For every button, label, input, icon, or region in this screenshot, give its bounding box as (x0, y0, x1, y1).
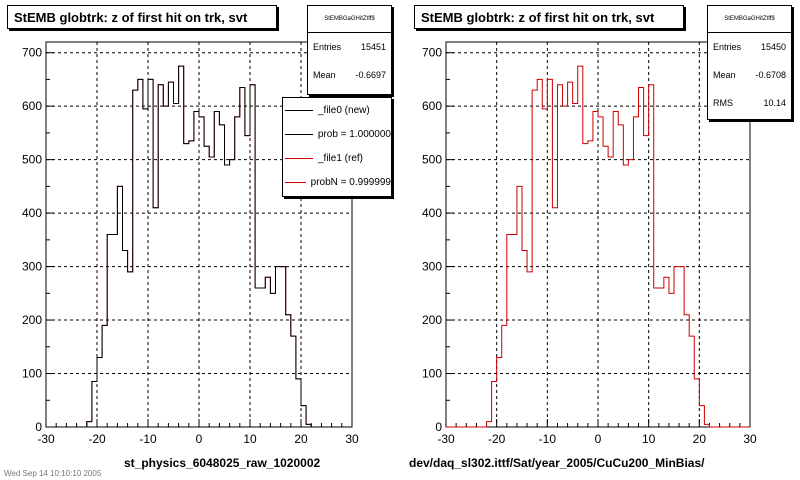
legend-line-marker (285, 109, 313, 111)
right-stats-name: StEMBGaGHitZtff$ (708, 6, 791, 33)
left-stats-entries-row: Entries 15451 (308, 33, 391, 61)
left-stats-entries-label: Entries (313, 42, 342, 52)
left-histogram-panel: -30 -20 -10 0 10 20 30 0 100 200 300 400 500 600 700 S… (7, 5, 392, 470)
right-stats-rms-value: 10.14 (763, 98, 786, 108)
left-stats-entries-value: 15451 (360, 42, 386, 52)
histogram-series-line (46, 65, 352, 428)
x-tick-label: -20 (488, 432, 506, 446)
legend-line-marker (285, 157, 313, 159)
right-stats-entries-value: 15450 (760, 42, 786, 52)
x-tick-label: 20 (294, 432, 308, 446)
histogram-series-line (446, 65, 750, 428)
right-stats-entries-row: Entries 15450 (708, 33, 791, 61)
y-tick-label: 300 (22, 260, 42, 274)
left-stats-box: StEMBGaGHitZtff$ Entries 15451 Mean -0.6… (307, 5, 392, 95)
legend-entry: prob = 1.000000 (283, 122, 391, 146)
x-tick-label: 30 (345, 432, 359, 446)
left-x-axis-label: st_physics_6048025_raw_1020002 (124, 456, 321, 470)
right-stats-mean-value: -0.6708 (755, 70, 786, 80)
y-tick-label: 600 (22, 99, 42, 113)
x-tick-label: 10 (243, 432, 257, 446)
legend-line-marker (285, 133, 313, 135)
y-tick-label: 400 (22, 206, 42, 220)
y-tick-label: 700 (422, 46, 442, 60)
left-legend: _file0 (new) prob = 1.000000 _file1 (ref… (282, 97, 392, 197)
legend-label: _file1 (ref) (318, 152, 364, 164)
legend-entry: _file0 (new) (283, 98, 391, 122)
right-stats-mean-row: Mean -0.6708 (708, 61, 791, 89)
y-tick-label: 0 (435, 420, 442, 434)
x-tick-label: 10 (642, 432, 656, 446)
y-tick-label: 700 (22, 46, 42, 60)
left-chart-title: StEMB globtrk: z of first hit on trk, sv… (7, 5, 277, 29)
right-stats-box: StEMBGaGHitZtff$ Entries 15450 Mean -0.6… (707, 5, 792, 120)
left-stats-mean-row: Mean -0.6697 (308, 61, 391, 89)
left-stats-name: StEMBGaGHitZtff$ (308, 6, 391, 33)
legend-label: _file0 (new) (318, 104, 370, 116)
legend-label: probN = 0.999999 (310, 176, 391, 188)
x-tick-label: -10 (539, 432, 557, 446)
right-x-axis-label: dev/daq_sl302.ittf/Sat/year_2005/CuCu200… (409, 456, 705, 470)
y-tick-label: 100 (422, 367, 442, 381)
x-tick-label: -30 (37, 432, 55, 446)
y-tick-label: 200 (22, 313, 42, 327)
legend-entry: probN = 0.999999 (283, 170, 391, 194)
x-tick-label: 20 (693, 432, 707, 446)
y-tick-label: 500 (422, 153, 442, 167)
x-tick-label: -20 (88, 432, 106, 446)
y-tick-label: 500 (22, 153, 42, 167)
right-stats-mean-label: Mean (713, 70, 736, 80)
x-tick-label: -30 (437, 432, 455, 446)
x-tick-label: -10 (139, 432, 157, 446)
y-tick-label: 100 (22, 367, 42, 381)
y-tick-label: 300 (422, 260, 442, 274)
x-tick-label: 0 (196, 432, 203, 446)
right-stats-rms-label: RMS (713, 98, 733, 108)
legend-label: prob = 1.000000 (317, 128, 391, 140)
y-tick-label: 400 (422, 206, 442, 220)
x-tick-label: 0 (595, 432, 602, 446)
y-tick-label: 0 (35, 420, 42, 434)
x-tick-label: 30 (743, 432, 757, 446)
right-histogram-panel: -30 -20 -10 0 10 20 30 0 100 200 300 400 500 600 700 S… (400, 0, 800, 480)
right-stats-rms-row: RMS 10.14 (708, 89, 791, 117)
y-tick-label: 600 (422, 99, 442, 113)
right-stats-entries-label: Entries (713, 42, 742, 52)
legend-line-marker (285, 181, 306, 183)
legend-entry: _file1 (ref) (283, 146, 391, 170)
footer-timestamp: Wed Sep 14 10:10:10 2005 (4, 469, 102, 478)
left-stats-mean-label: Mean (313, 70, 336, 80)
y-tick-label: 200 (422, 313, 442, 327)
right-chart-title: StEMB globtrk: z of first hit on trk, sv… (414, 5, 684, 29)
left-stats-mean-value: -0.6697 (355, 70, 386, 80)
